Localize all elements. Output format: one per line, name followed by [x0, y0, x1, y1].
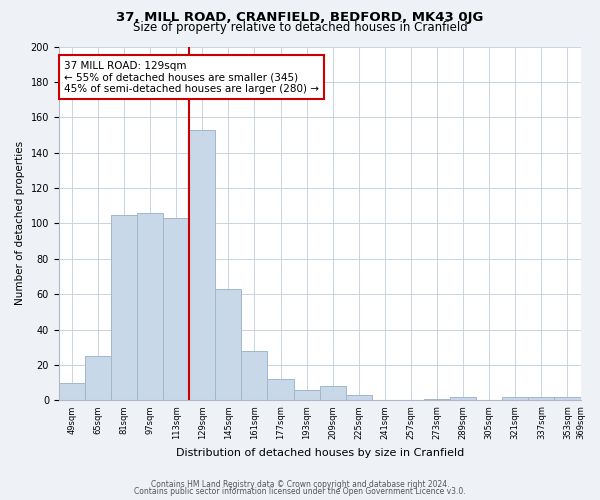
- Bar: [59, 382, 85, 400]
- Text: 37 MILL ROAD: 129sqm
← 55% of detached houses are smaller (345)
45% of semi-deta: 37 MILL ROAD: 129sqm ← 55% of detached h…: [64, 60, 319, 94]
- Bar: [554, 397, 581, 400]
- Bar: [320, 386, 346, 400]
- Bar: [215, 289, 241, 401]
- Y-axis label: Number of detached properties: Number of detached properties: [15, 142, 25, 306]
- Text: Size of property relative to detached houses in Cranfield: Size of property relative to detached ho…: [133, 22, 467, 35]
- Text: 37, MILL ROAD, CRANFIELD, BEDFORD, MK43 0JG: 37, MILL ROAD, CRANFIELD, BEDFORD, MK43 …: [116, 12, 484, 24]
- Bar: [163, 218, 189, 400]
- Bar: [111, 214, 137, 400]
- Bar: [450, 397, 476, 400]
- Bar: [85, 356, 111, 401]
- Bar: [424, 398, 450, 400]
- Text: Contains public sector information licensed under the Open Government Licence v3: Contains public sector information licen…: [134, 487, 466, 496]
- X-axis label: Distribution of detached houses by size in Cranfield: Distribution of detached houses by size …: [176, 448, 464, 458]
- Bar: [137, 213, 163, 400]
- Bar: [293, 390, 320, 400]
- Bar: [189, 130, 215, 400]
- Bar: [241, 351, 268, 401]
- Bar: [268, 379, 293, 400]
- Text: Contains HM Land Registry data © Crown copyright and database right 2024.: Contains HM Land Registry data © Crown c…: [151, 480, 449, 489]
- Bar: [502, 397, 529, 400]
- Bar: [346, 395, 372, 400]
- Bar: [529, 397, 554, 400]
